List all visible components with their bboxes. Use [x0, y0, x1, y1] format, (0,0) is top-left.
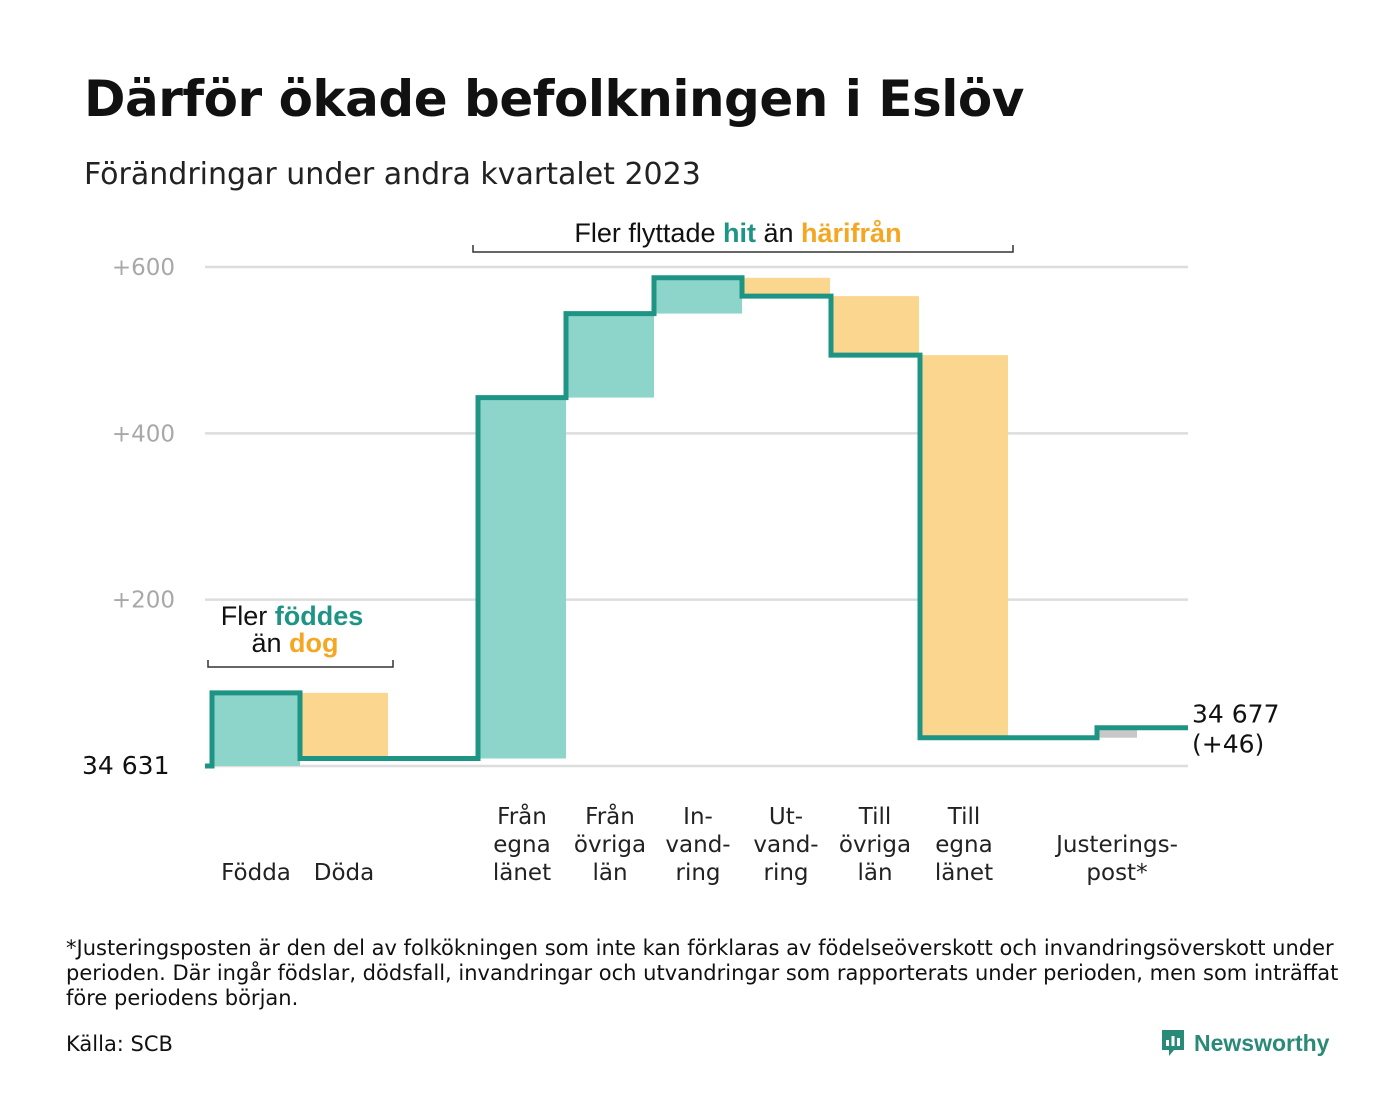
bar-invandring: [654, 277, 742, 314]
end-value-label: 34 677: [1192, 700, 1279, 729]
x-tick-label: In-vand-ring: [665, 804, 730, 886]
brand-logo: Newsworthy: [1160, 1028, 1329, 1058]
x-tick-label: Justerings-post*: [1054, 832, 1178, 886]
x-tick-label: Till övriga län: [839, 804, 911, 886]
y-tick-label: +400: [112, 421, 175, 447]
annotation-bracket: [207, 660, 394, 668]
x-tick-label: Från övriga län: [574, 802, 646, 886]
end-change-label: (+46): [1192, 730, 1264, 759]
newsworthy-logo-icon: [1162, 1030, 1184, 1056]
x-tick-label: Födda: [221, 860, 291, 886]
chart-title: Därför ökade befolkningen i Eslöv: [84, 70, 1024, 128]
x-tick-label: Döda: [314, 860, 374, 886]
annotation-birth-death-line2: än dog: [251, 628, 338, 658]
x-tick-label: Ut-vand-ring: [753, 804, 818, 886]
source-label: Källa: SCB: [66, 1032, 173, 1056]
bar-födda: [212, 692, 300, 766]
waterfall-chart: +200 +400 +600 Födda Döda Från egna länet Från öv…: [82, 218, 1279, 886]
bar-utvandring: [742, 277, 830, 297]
footnote: *Justeringsposten är den del av folkökni…: [66, 936, 1339, 1010]
y-tick-label: +600: [112, 255, 175, 281]
bar-tillegnalänet: [920, 355, 1008, 738]
annotation-migration: Fler flyttade hit än härifrån: [574, 218, 901, 248]
x-tick-label: Från egna länet: [493, 802, 551, 886]
bar-justeringspost: [1097, 727, 1137, 738]
annotation-birth-death-line1: Fler föddes: [221, 601, 364, 631]
bar-tillövrigalän: [831, 296, 919, 356]
x-tick-label: Till egna länet: [935, 804, 993, 886]
cumulative-step-line: [205, 275, 1188, 769]
start-value-label: 34 631: [82, 751, 169, 780]
bar-frånegnalänet: [478, 397, 566, 759]
bar-döda: [300, 692, 388, 759]
y-tick-label: +200: [112, 588, 175, 614]
annotation-bracket: [472, 245, 1014, 253]
chart-subtitle: Förändringar under andra kvartalet 2023: [84, 157, 701, 192]
brand-name: Newsworthy: [1194, 1029, 1330, 1056]
bar-frånövrigalän: [566, 313, 654, 398]
